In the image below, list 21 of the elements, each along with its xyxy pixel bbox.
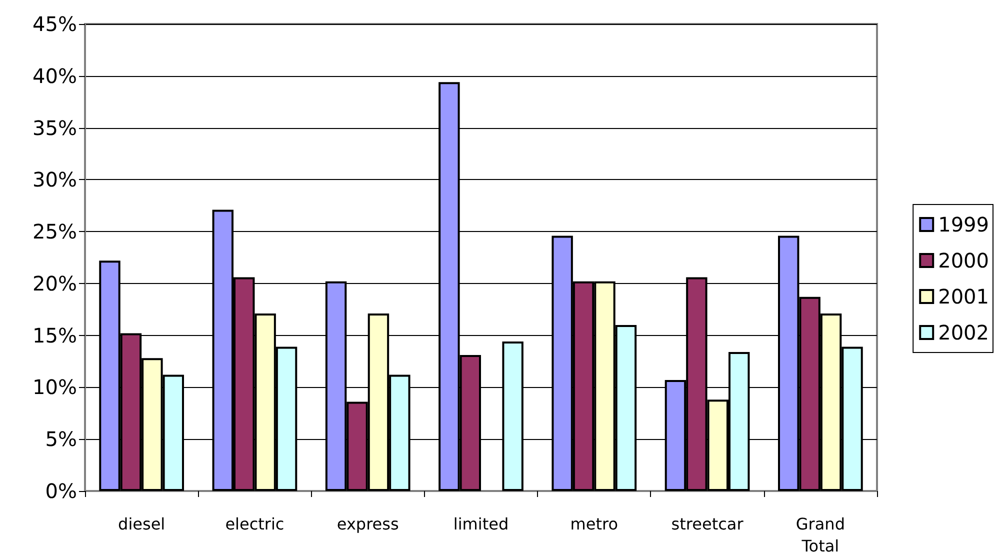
y-tick-label: 45%	[32, 12, 77, 36]
y-tick-label: 20%	[32, 271, 77, 296]
y-tick-label: 0%	[45, 479, 77, 503]
x-tick-label: express	[336, 514, 399, 534]
x-tick-label: electric	[225, 514, 284, 534]
x-tick-label: metro	[570, 514, 618, 534]
x-tick-label: streetcar	[671, 514, 744, 534]
legend-label: 2001	[938, 284, 990, 308]
y-tick-label: 5%	[45, 427, 77, 452]
x-tick-label: diesel	[118, 514, 166, 534]
legend-label: 1999	[938, 212, 990, 236]
y-tick-label: 40%	[32, 64, 77, 88]
y-tick-label: 35%	[32, 116, 77, 140]
x-tick-label: limited	[453, 514, 509, 534]
y-tick-label: 15%	[32, 323, 77, 348]
legend-label: 2000	[938, 248, 990, 272]
legend-label: 2002	[938, 320, 990, 344]
y-tick-label: 30%	[32, 168, 77, 192]
y-tick-label: 10%	[32, 375, 77, 400]
y-tick-label: 25%	[32, 220, 77, 244]
x-tick-label: Grand Total	[796, 514, 845, 556]
